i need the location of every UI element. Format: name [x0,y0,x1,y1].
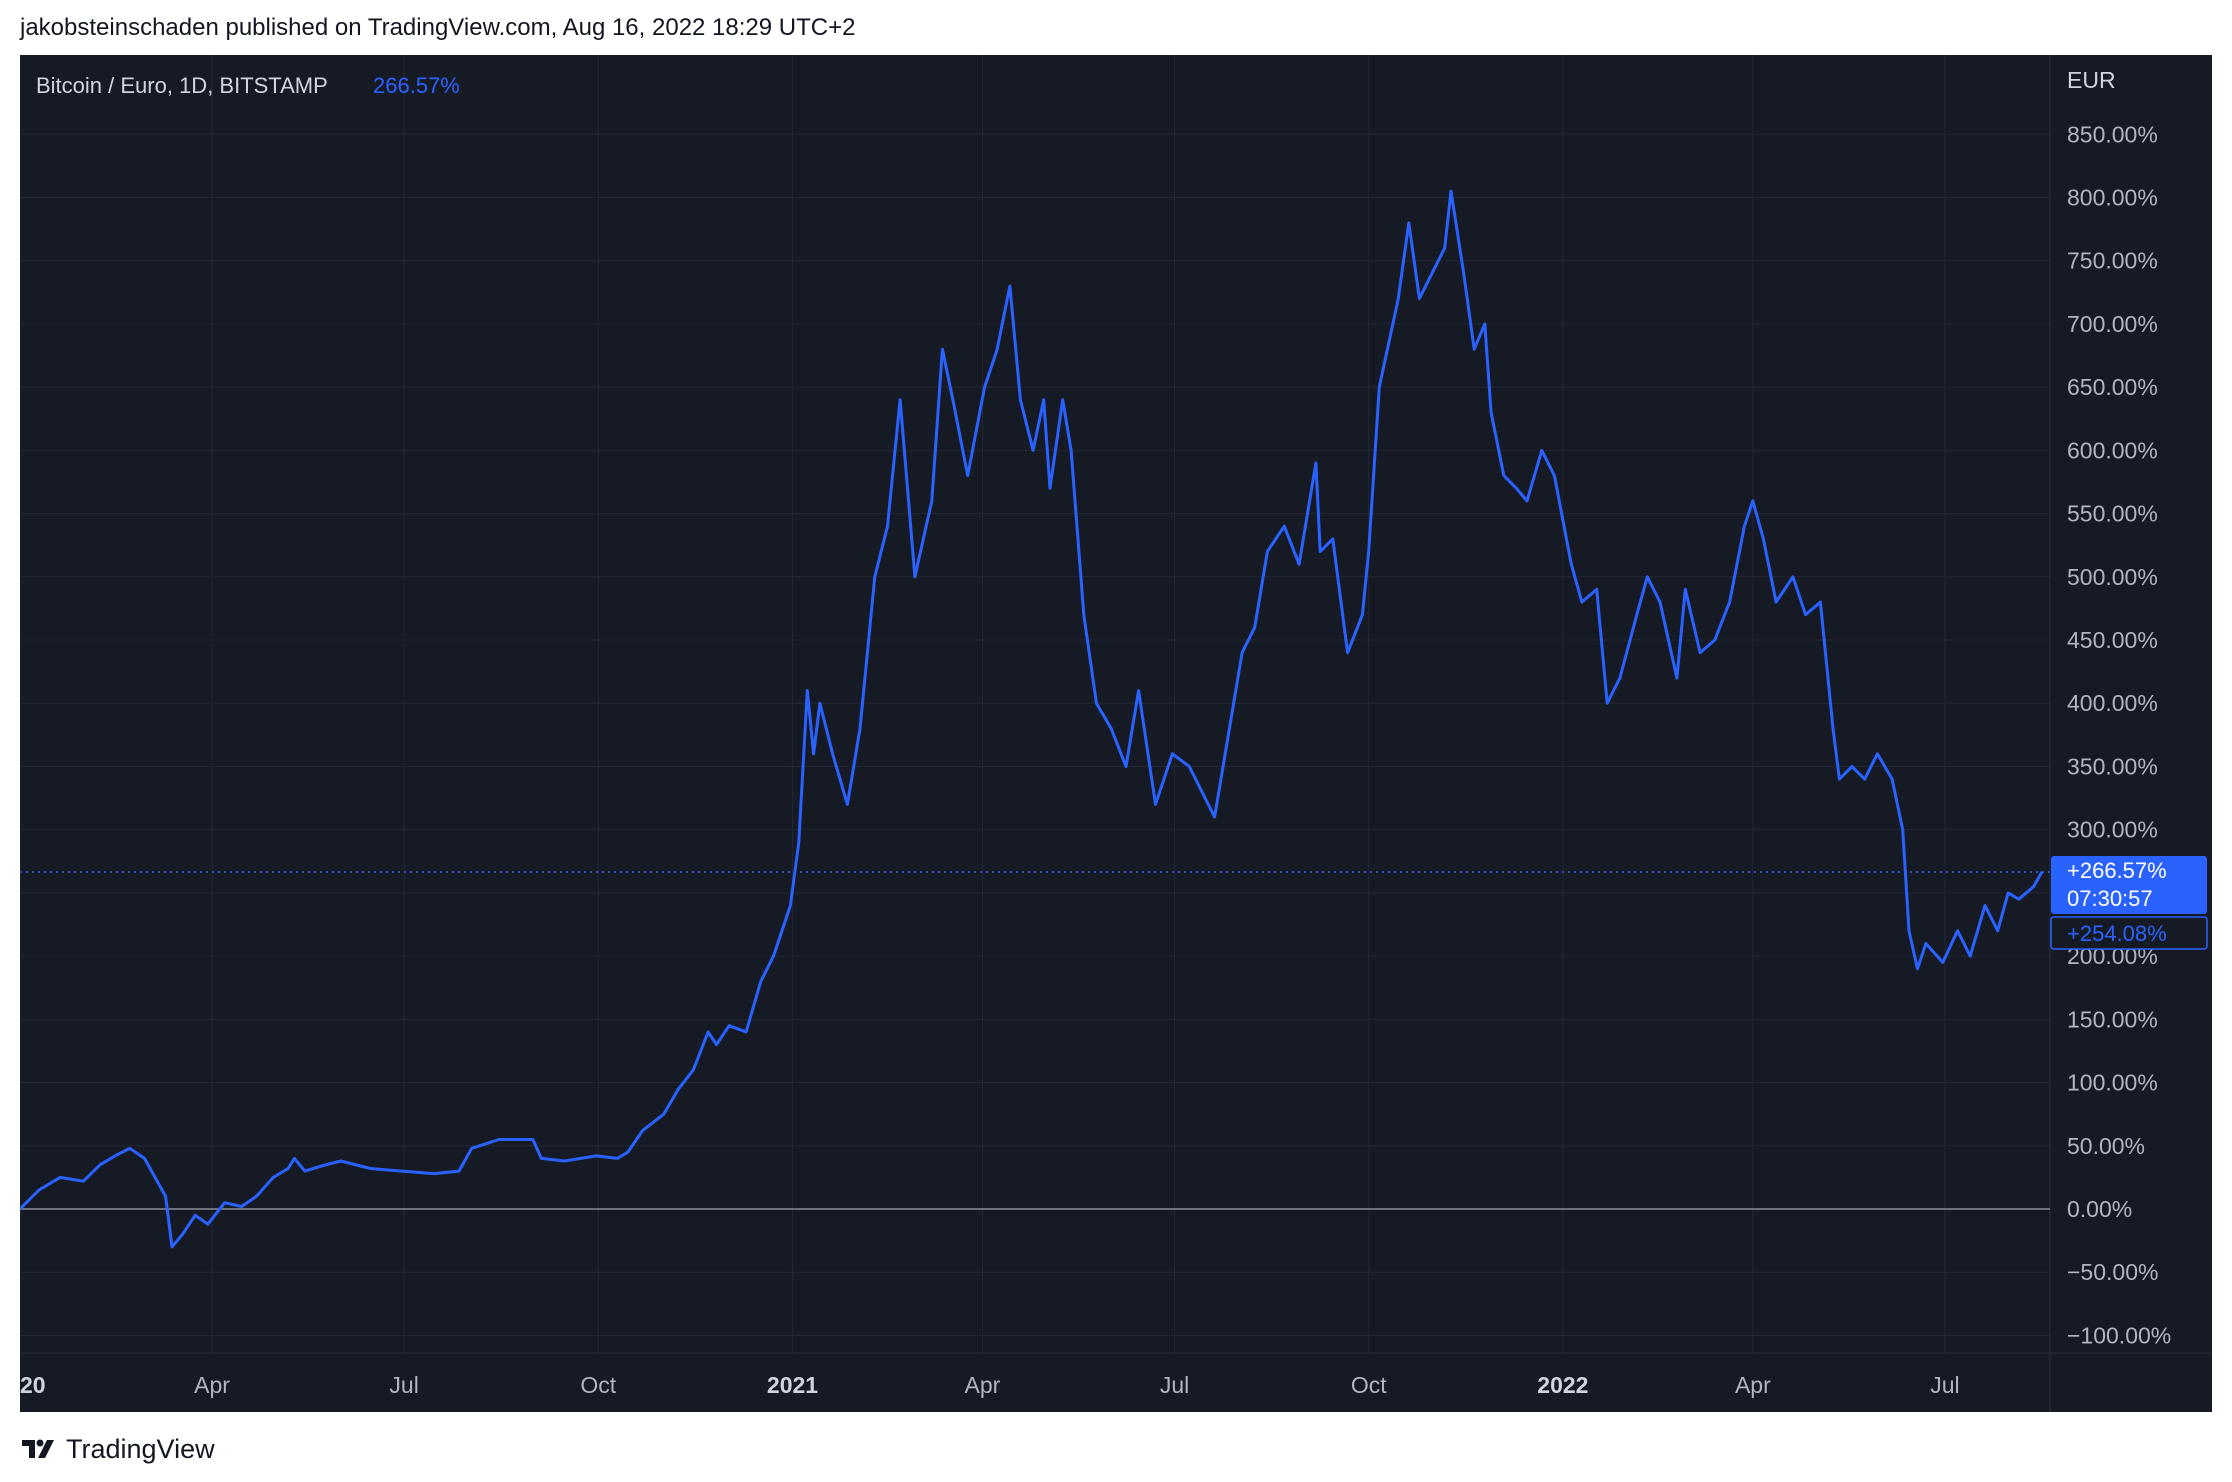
y-tick-label: 700.00% [2067,311,2158,337]
previous-close-tag: +254.08% [2050,916,2208,950]
current-price-tag: +266.57% 07:30:57 [2051,855,2207,914]
y-tick-label: −50.00% [2067,1259,2158,1285]
x-tick-label: Jul [389,1372,418,1398]
x-tick-label: 2022 [1537,1372,1588,1398]
currency-label: EUR [2067,67,2116,93]
y-tick-label: 600.00% [2067,437,2158,463]
y-tick-label: −100.00% [2067,1322,2171,1348]
tradingview-brand: TradingView [66,1433,215,1464]
x-tick-label: Jul [1930,1372,1959,1398]
x-tick-label: 20 [20,1372,46,1398]
x-tick-label: Apr [965,1372,1001,1398]
series-line [18,189,2044,1249]
x-tick-label: Apr [1735,1372,1771,1398]
y-tick-label: 150.00% [2067,1006,2158,1032]
y-tick-label: 650.00% [2067,374,2158,400]
current-price-label: +266.57% [2067,858,2167,883]
chart-panel[interactable]: 850.00% 800.00% 750.00% 700.00% 650.00% 600.0… [18,55,2212,1412]
tradingview-logo-icon [22,1439,54,1458]
countdown-label: 07:30:57 [2067,886,2153,911]
x-tick-label: Oct [580,1372,616,1398]
publish-info: jakobsteinschaden published on TradingVi… [20,14,856,41]
legend-value: 266.57% [373,73,460,98]
x-tick-label: Oct [1351,1372,1387,1398]
price-chart[interactable]: 850.00% 800.00% 750.00% 700.00% 650.00% 600.0… [18,55,2212,1412]
x-tick-label: Apr [194,1372,230,1398]
legend-symbol: Bitcoin / Euro, 1D, BITSTAMP [36,73,328,98]
y-tick-label: 300.00% [2067,817,2158,843]
y-tick-label: 350.00% [2067,753,2158,779]
x-tick-label: 2021 [767,1372,818,1398]
y-tick-label: 400.00% [2067,690,2158,716]
x-tick-label: Jul [1160,1372,1189,1398]
y-tick-label: 550.00% [2067,501,2158,527]
y-tick-label: 100.00% [2067,1070,2158,1096]
y-tick-label: 850.00% [2067,121,2158,147]
y-tick-label: 750.00% [2067,248,2158,274]
y-tick-label: 50.00% [2067,1133,2145,1159]
y-tick-label: 450.00% [2067,627,2158,653]
y-tick-label: 500.00% [2067,564,2158,590]
y-tick-label: 0.00% [2067,1196,2132,1222]
y-tick-label: 800.00% [2067,184,2158,210]
previous-close-label: +254.08% [2067,921,2167,946]
footer-branding[interactable]: TradingView [20,1432,215,1466]
